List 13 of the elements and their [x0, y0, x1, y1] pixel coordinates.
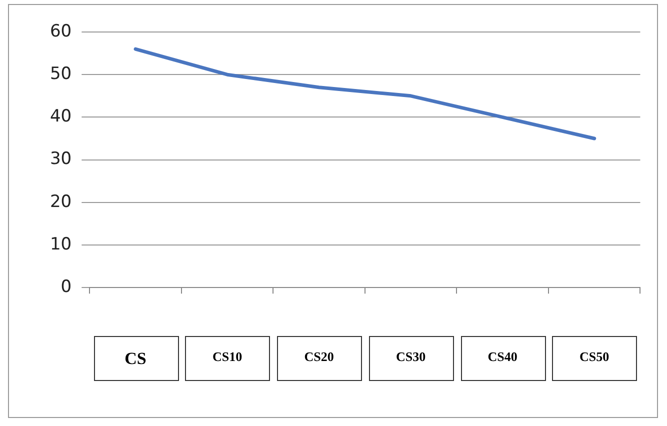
x-tick-label: CS40 — [488, 348, 518, 364]
x-tick-label: CS50 — [580, 348, 610, 364]
x-tick-label: CS30 — [396, 348, 426, 364]
y-tick-label: 30 — [50, 149, 72, 170]
x-tick-label: CS20 — [304, 348, 334, 364]
x-tick-label: CS — [124, 349, 146, 368]
x-tick-label: CS10 — [212, 348, 242, 364]
y-tick-label: 10 — [50, 234, 72, 254]
y-tick-label: 60 — [50, 21, 72, 42]
y-tick-label: 50 — [50, 64, 72, 84]
y-tick-label: 40 — [50, 106, 72, 127]
y-tick-label: 0 — [60, 277, 72, 298]
y-tick-label: 20 — [50, 192, 72, 212]
